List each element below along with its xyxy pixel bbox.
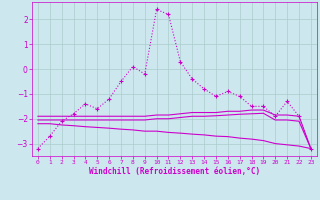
X-axis label: Windchill (Refroidissement éolien,°C): Windchill (Refroidissement éolien,°C) [89, 167, 260, 176]
